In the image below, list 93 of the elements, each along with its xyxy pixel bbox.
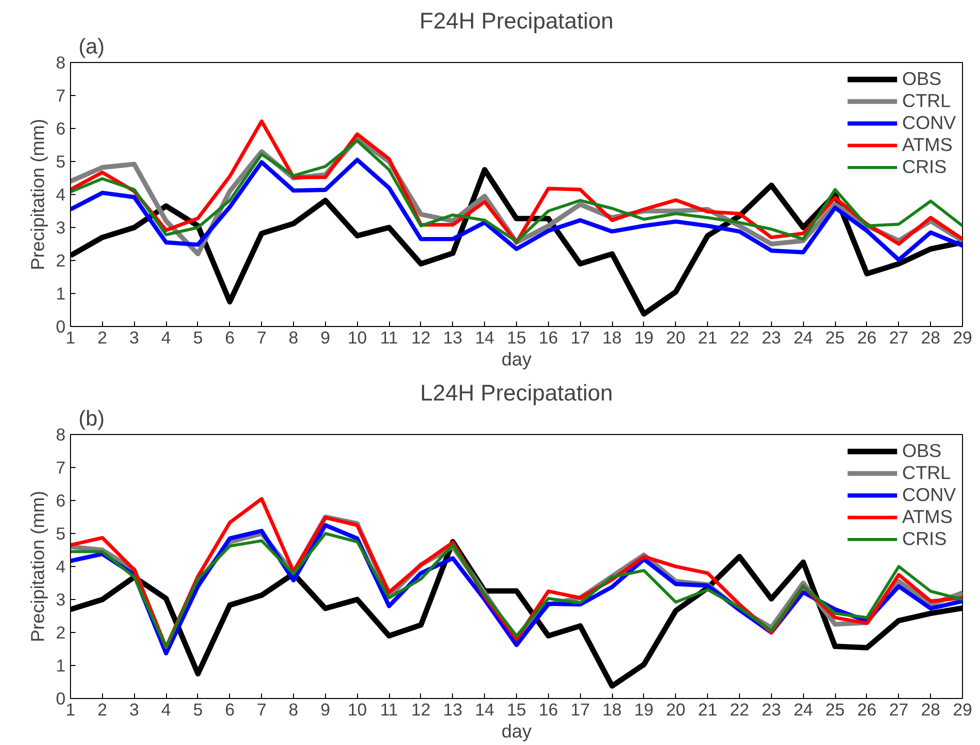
legend-label: CONV xyxy=(902,112,956,134)
y-tick-label: 3 xyxy=(56,590,66,610)
x-tick-label: 29 xyxy=(952,700,972,720)
y-axis-title: Precipitation (mm) xyxy=(26,118,48,270)
y-tick-label: 4 xyxy=(56,184,66,204)
x-tick-label: 15 xyxy=(506,700,526,720)
x-axis-title: day xyxy=(501,720,532,742)
x-tick-label: 28 xyxy=(921,700,940,720)
x-tick-label: 23 xyxy=(762,328,781,348)
legend-label: ATMS xyxy=(902,134,953,156)
chart-title: L24H Precipatation xyxy=(420,380,613,406)
x-tick-label: 22 xyxy=(730,700,750,720)
x-tick-label: 26 xyxy=(857,328,877,348)
x-tick-label: 12 xyxy=(411,328,431,348)
text: (b) xyxy=(78,406,105,430)
x-tick-label: 27 xyxy=(889,328,908,348)
x-tick-label: 24 xyxy=(794,700,814,720)
legend-label: CTRL xyxy=(902,462,951,484)
x-tick-label: 5 xyxy=(193,328,203,348)
x-tick-label: 9 xyxy=(320,700,330,720)
x-tick-label: 3 xyxy=(129,328,140,348)
x-tick-label: 4 xyxy=(161,328,172,348)
x-tick-label: 14 xyxy=(475,328,495,348)
x-tick-label: 14 xyxy=(475,700,495,720)
y-tick-label: 1 xyxy=(56,656,66,676)
legend-label: CONV xyxy=(902,484,956,506)
x-tick-label: 29 xyxy=(952,328,972,348)
x-tick-label: 10 xyxy=(348,700,367,720)
y-tick-label: 3 xyxy=(56,218,66,238)
chart-title: F24H Precipatation xyxy=(420,8,614,34)
y-tick-label: 5 xyxy=(56,152,66,172)
y-tick-label: 4 xyxy=(56,556,66,576)
x-tick-label: 17 xyxy=(570,328,590,348)
x-tick-label: 25 xyxy=(825,328,845,348)
text: (a) xyxy=(78,34,105,58)
y-tick-label: 6 xyxy=(56,490,66,510)
y-tick-label: 5 xyxy=(56,524,66,544)
x-tick-label: 13 xyxy=(443,328,462,348)
y-tick-label: 0 xyxy=(56,316,66,336)
x-tick-label: 10 xyxy=(348,328,367,348)
x-tick-label: 11 xyxy=(380,700,398,720)
x-tick-label: 19 xyxy=(634,328,654,348)
x-tick-label: 15 xyxy=(506,328,526,348)
y-tick-label: 1 xyxy=(56,284,66,304)
x-tick-label: 21 xyxy=(698,328,718,348)
legend-label: CRIS xyxy=(902,156,947,178)
x-tick-label: 16 xyxy=(538,700,558,720)
x-tick-label: 6 xyxy=(224,700,235,720)
x-tick-label: 22 xyxy=(730,328,750,348)
x-tick-label: 6 xyxy=(224,328,235,348)
x-tick-label: 9 xyxy=(320,328,330,348)
legend-label: ATMS xyxy=(902,506,953,528)
x-tick-label: 18 xyxy=(602,328,622,348)
x-tick-label: 20 xyxy=(666,328,686,348)
x-tick-label: 7 xyxy=(256,700,266,720)
x-tick-label: 18 xyxy=(602,700,622,720)
x-axis-title: day xyxy=(501,348,532,370)
legend-label: CRIS xyxy=(902,528,947,550)
y-tick-label: 2 xyxy=(56,622,66,642)
y-tick-label: 7 xyxy=(56,458,66,478)
x-tick-label: 20 xyxy=(666,700,686,720)
x-tick-label: 8 xyxy=(288,700,298,720)
y-tick-label: 7 xyxy=(56,86,66,106)
x-tick-label: 19 xyxy=(634,700,654,720)
x-tick-label: 23 xyxy=(762,700,781,720)
x-tick-label: 26 xyxy=(857,700,877,720)
x-tick-label: 17 xyxy=(570,700,590,720)
x-tick-label: 2 xyxy=(98,328,108,348)
x-tick-label: 4 xyxy=(161,700,172,720)
x-tick-label: 2 xyxy=(98,700,108,720)
x-tick-label: 28 xyxy=(921,328,940,348)
y-tick-label: 8 xyxy=(56,424,66,444)
x-tick-label: 13 xyxy=(443,700,462,720)
x-tick-label: 24 xyxy=(794,328,814,348)
legend-label: CTRL xyxy=(902,90,951,112)
x-tick-label: 8 xyxy=(288,328,298,348)
x-tick-label: 3 xyxy=(129,700,140,720)
x-tick-label: 27 xyxy=(889,700,908,720)
x-tick-label: 7 xyxy=(256,328,266,348)
x-tick-label: 5 xyxy=(193,700,203,720)
x-tick-label: 11 xyxy=(380,328,398,348)
x-tick-label: 12 xyxy=(411,700,431,720)
y-tick-label: 8 xyxy=(56,52,66,72)
line-series xyxy=(70,158,962,262)
x-tick-label: 21 xyxy=(698,700,718,720)
y-tick-label: 2 xyxy=(56,250,66,270)
y-axis-title: Precipitation (mm) xyxy=(26,490,48,642)
x-tick-label: 25 xyxy=(825,700,845,720)
y-tick-label: 0 xyxy=(56,688,66,708)
legend-label: OBS xyxy=(902,68,942,90)
y-tick-label: 6 xyxy=(56,118,66,138)
x-tick-label: 16 xyxy=(538,328,558,348)
legend-label: OBS xyxy=(902,440,942,462)
